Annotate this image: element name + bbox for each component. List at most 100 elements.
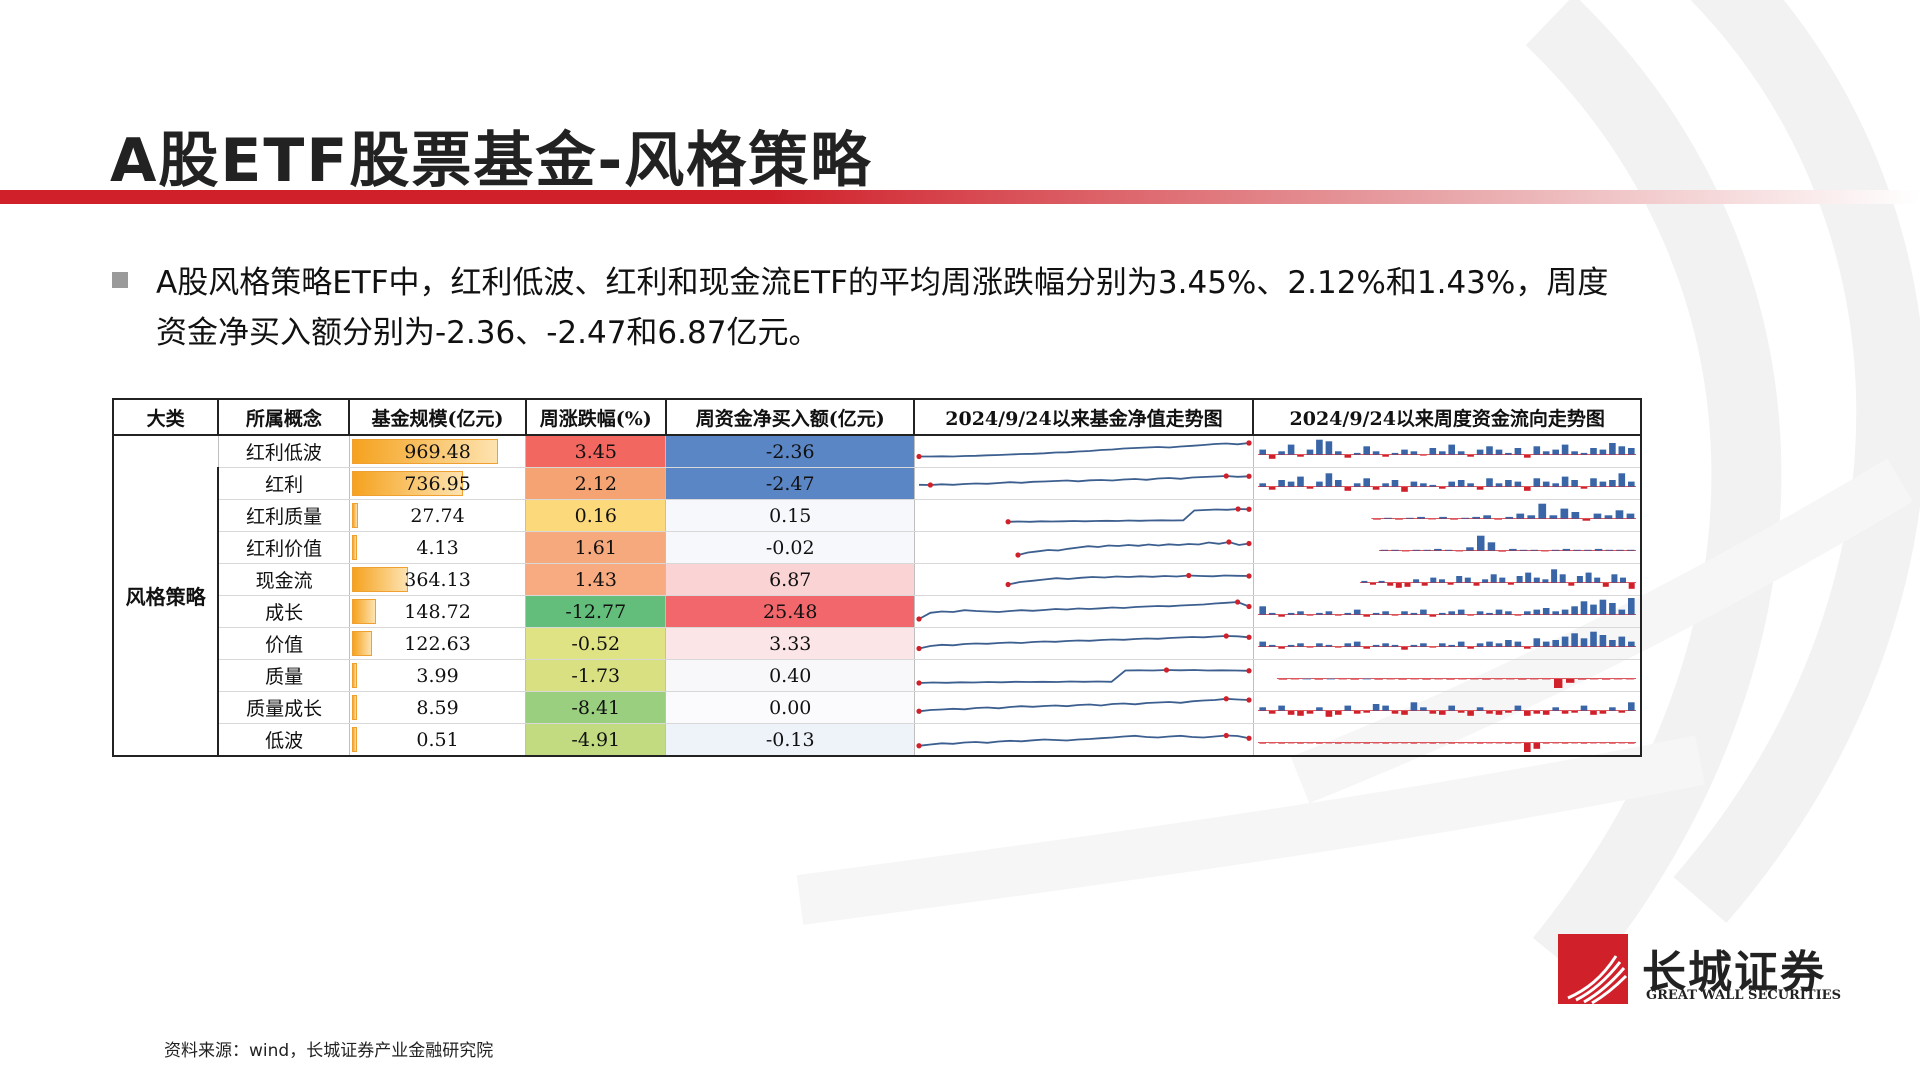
flow-bar bbox=[1615, 510, 1624, 519]
flow-bar bbox=[1401, 611, 1408, 615]
flow-bar bbox=[1344, 612, 1352, 615]
nav-last-marker bbox=[1246, 540, 1252, 547]
weekly-change-cell: 1.61 bbox=[525, 531, 667, 564]
flow-bar bbox=[1386, 678, 1395, 680]
flow-bar bbox=[1287, 444, 1295, 455]
flow-bar bbox=[1552, 640, 1559, 647]
flow-bar bbox=[1268, 710, 1276, 714]
flow-bar bbox=[1533, 478, 1541, 487]
flow-bar bbox=[1541, 678, 1551, 680]
flow-bar bbox=[1334, 646, 1342, 648]
flow-bar bbox=[1297, 643, 1304, 647]
flow-bar bbox=[1625, 678, 1635, 680]
flow-sparkline bbox=[1257, 631, 1636, 650]
flow-bar bbox=[1434, 548, 1442, 551]
flow-bar bbox=[1461, 517, 1469, 519]
nav-sparkline bbox=[916, 440, 1252, 460]
table-row: 质量 3.99 -1.73 0.40 bbox=[113, 659, 1642, 692]
concept-cell: 成长 bbox=[217, 595, 350, 628]
flow-bar bbox=[1338, 678, 1347, 680]
fund-size-value: 364.13 bbox=[404, 568, 471, 591]
bullet-paragraph: A股风格策略ETF中，红利低波、红利和现金流ETF的平均周涨跌幅分别为3.45%… bbox=[112, 258, 1612, 358]
flow-bar bbox=[1444, 549, 1453, 551]
header-category: 大类 bbox=[111, 398, 220, 436]
flow-bar bbox=[1268, 644, 1276, 647]
flow-bar bbox=[1580, 638, 1588, 647]
flow-sparkline-cell bbox=[1253, 691, 1642, 724]
header-fund-size: 基金规模(亿元) bbox=[348, 398, 527, 436]
nav-min-marker bbox=[916, 680, 922, 686]
fund-size-bar bbox=[351, 503, 359, 528]
flow-sparkline-cell bbox=[1253, 563, 1642, 596]
flow-bar bbox=[1523, 742, 1531, 752]
flow-bar bbox=[1430, 577, 1437, 583]
fund-size-bar bbox=[351, 471, 464, 496]
nav-max-marker bbox=[1234, 599, 1241, 605]
flow-bar bbox=[1438, 742, 1446, 744]
nav-max-marker bbox=[1223, 696, 1229, 702]
flow-bar bbox=[1287, 481, 1295, 487]
flow-bar bbox=[1353, 609, 1361, 615]
flow-bar bbox=[1391, 742, 1399, 744]
weekly-change-cell: 1.43 bbox=[525, 563, 667, 596]
flow-bar bbox=[1590, 478, 1597, 487]
flow-bar bbox=[1467, 454, 1474, 457]
flow-bar bbox=[1334, 742, 1342, 744]
concept-cell: 红利价值 bbox=[217, 531, 350, 564]
fund-size-bar bbox=[351, 631, 373, 656]
flow-bar bbox=[1628, 582, 1635, 589]
fund-size-bar bbox=[351, 695, 357, 720]
weekly-change-cell: -8.41 bbox=[525, 691, 667, 724]
flow-sparkline-cell bbox=[1253, 595, 1642, 628]
flow-bar bbox=[1486, 742, 1493, 744]
flow-bar bbox=[1325, 742, 1333, 744]
flow-bar bbox=[1410, 612, 1418, 615]
nav-sparkline bbox=[916, 696, 1252, 714]
flow-bar bbox=[1420, 483, 1427, 487]
nav-min-marker bbox=[1015, 552, 1021, 558]
flow-bar bbox=[1457, 480, 1465, 487]
nav-sparkline bbox=[916, 667, 1252, 686]
flow-bar bbox=[1494, 518, 1502, 520]
fund-size-value: 3.99 bbox=[416, 664, 459, 687]
flow-bar bbox=[1553, 678, 1563, 688]
flow-bar bbox=[1551, 569, 1558, 583]
nav-max-marker bbox=[1223, 732, 1229, 739]
flow-bar bbox=[1518, 678, 1527, 680]
weekly-net-flow-cell: 0.15 bbox=[665, 499, 915, 532]
flow-bar bbox=[1353, 710, 1361, 714]
flow-bar bbox=[1618, 446, 1626, 455]
flow-bar bbox=[1467, 710, 1474, 716]
flow-bar bbox=[1325, 611, 1333, 615]
flow-bar bbox=[1314, 678, 1323, 680]
flow-bar bbox=[1618, 609, 1626, 615]
flow-bar bbox=[1467, 646, 1474, 649]
flow-bar bbox=[1599, 599, 1607, 615]
flow-bar bbox=[1552, 742, 1559, 744]
flow-bar bbox=[1278, 480, 1285, 487]
flow-bar bbox=[1495, 449, 1503, 455]
flow-bar bbox=[1439, 516, 1447, 519]
flow-bar bbox=[1601, 678, 1611, 680]
flow-bar bbox=[1559, 574, 1566, 583]
fund-size-cell: 122.63 bbox=[349, 627, 527, 660]
flow-sparkline-cell bbox=[1253, 531, 1642, 564]
flow-bar bbox=[1509, 548, 1517, 551]
header-concept: 所属概念 bbox=[217, 398, 351, 436]
flow-bar bbox=[1316, 742, 1323, 744]
flow-bar bbox=[1448, 644, 1455, 647]
table-body: 风格策略 红利低波 969.48 3.45 -2.36 红利 736.95 2.12 -2.47… bbox=[111, 435, 1642, 757]
flow-bar bbox=[1410, 678, 1419, 680]
flow-bar bbox=[1334, 614, 1342, 616]
flow-bar bbox=[1410, 742, 1418, 744]
flow-bar bbox=[1372, 451, 1380, 455]
flow-bar bbox=[1542, 641, 1550, 647]
flow-bar bbox=[1404, 582, 1411, 587]
logo-chinese-name: 长城证券 bbox=[1642, 947, 1826, 998]
flow-bar bbox=[1372, 644, 1380, 647]
flow-bar bbox=[1476, 611, 1484, 615]
flow-bar bbox=[1494, 678, 1503, 680]
flow-bar bbox=[1505, 452, 1512, 455]
flow-bar bbox=[1448, 705, 1455, 711]
flow-bar bbox=[1533, 742, 1541, 749]
